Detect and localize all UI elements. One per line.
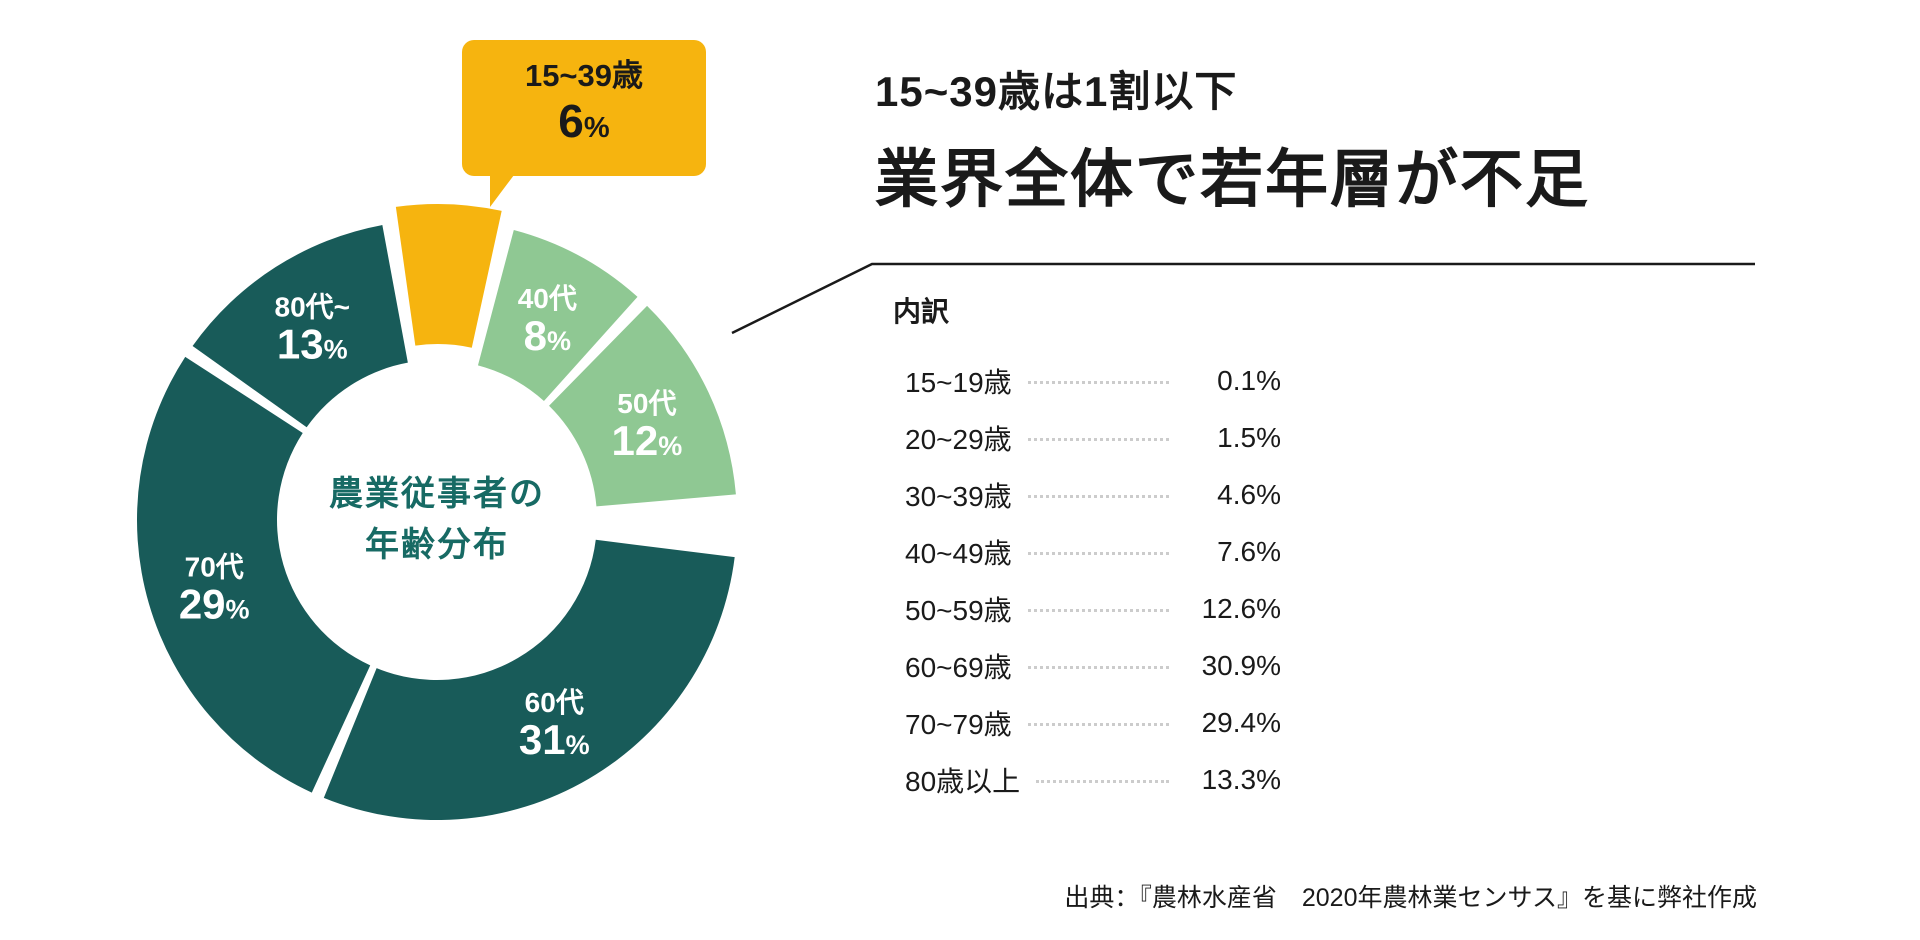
leader-dots <box>1027 438 1169 441</box>
source-note: 出典：『農林水産省 2020年農林業センサス』を基に弊社作成 <box>1064 884 1757 912</box>
leader-dots <box>1027 723 1169 726</box>
headline-line2: 業界全体で若年層が不足 <box>875 145 1590 215</box>
donut-segment-60代 <box>323 539 735 820</box>
breakdown-value: 29.4% <box>1201 706 1281 738</box>
center-label-line2: 年齢分布 <box>365 526 509 564</box>
breakdown-heading: 内訳 <box>893 296 950 327</box>
callout-value: 6% <box>462 94 706 149</box>
callout-value-unit: % <box>583 111 610 144</box>
breakdown-label: 80歳以上 <box>905 765 1021 797</box>
donut-segment-15~39歳 <box>395 204 502 348</box>
breakdown-label: 30~39歳 <box>905 480 1012 512</box>
breakdown-label: 70~79歳 <box>905 708 1012 740</box>
callout-tail <box>490 175 514 207</box>
leader-dots <box>1027 495 1169 498</box>
breakdown-value: 4.6% <box>1217 478 1281 510</box>
breakdown-rows: 15~19歳 0.1% 20~29歳 1.5% 30~39歳 4.6% 40~49歳 7.6%… <box>893 352 1281 808</box>
breakdown-label: 20~29歳 <box>905 423 1012 455</box>
donut-segment-70代 <box>136 356 371 793</box>
leader-dots <box>1036 780 1169 783</box>
breakdown-row: 30~39歳 4.6% <box>893 466 1281 523</box>
donut-segment-40代 <box>477 229 638 401</box>
slice-label-60代: 60代 31% <box>519 687 590 763</box>
slice-label-70代: 70代 29% <box>179 552 250 628</box>
breakdown-label: 50~59歳 <box>905 594 1012 626</box>
breakdown-row: 80歳以上 13.3% <box>893 751 1281 808</box>
leader-dots <box>1027 666 1169 669</box>
highlight-callout: 15~39歳 6% <box>462 40 706 207</box>
slice-label-50代: 50代 12% <box>612 388 683 464</box>
breakdown-label: 60~69歳 <box>905 651 1012 683</box>
slice-label-40代: 40代 8% <box>518 283 577 359</box>
center-label-line1: 農業従事者の <box>329 475 545 513</box>
breakdown-value: 0.1% <box>1217 364 1281 396</box>
leader-line <box>731 262 1755 335</box>
breakdown-row: 60~69歳 30.9% <box>893 637 1281 694</box>
breakdown-row: 20~29歳 1.5% <box>893 409 1281 466</box>
callout-title: 15~39歳 <box>524 58 644 93</box>
breakdown-value: 1.5% <box>1217 421 1281 453</box>
breakdown-label: 15~19歳 <box>905 366 1012 398</box>
donut-center-label: 農業従事者の 年齢分布 <box>329 469 545 571</box>
breakdown-row: 15~19歳 0.1% <box>893 352 1281 409</box>
callout-value-number: 6 <box>558 94 584 147</box>
breakdown-value: 13.3% <box>1201 763 1281 795</box>
headline-block: 15~39歳は1割以下 業界全体で若年層が不足 <box>875 58 1590 220</box>
breakdown-value: 30.9% <box>1201 649 1281 681</box>
leader-dots <box>1027 609 1169 612</box>
breakdown-panel: 内訳 15~19歳 0.1% 20~29歳 1.5% 30~39歳 4.6% 40~49歳 7… <box>893 290 1281 808</box>
breakdown-row: 40~49歳 7.6% <box>893 523 1281 580</box>
breakdown-value: 7.6% <box>1217 535 1281 567</box>
headline-line1: 15~39歳は1割以下 <box>875 68 1238 115</box>
breakdown-row: 70~79歳 29.4% <box>893 694 1281 751</box>
breakdown-row: 50~59歳 12.6% <box>893 580 1281 637</box>
donut-segment-80代~ <box>192 225 408 428</box>
breakdown-label: 40~49歳 <box>905 537 1012 569</box>
leader-dots <box>1027 381 1169 384</box>
breakdown-value: 12.6% <box>1201 592 1281 624</box>
slice-label-80代~: 80代~ 13% <box>275 291 351 367</box>
donut-segment-50代 <box>549 305 736 507</box>
leader-dots <box>1027 552 1169 555</box>
